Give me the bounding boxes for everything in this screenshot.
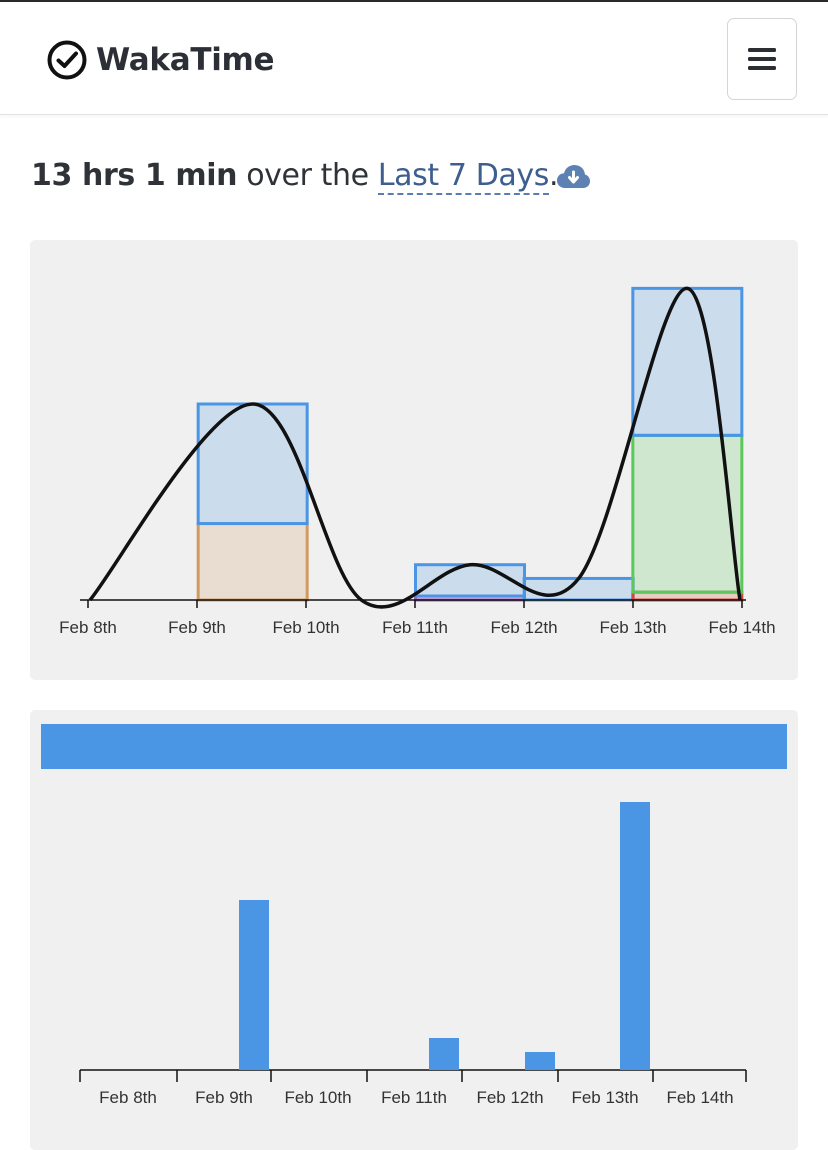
top-navbar: WakaTime: [0, 0, 828, 115]
date-range-link[interactable]: Last 7 Days: [377, 158, 549, 195]
summary-period: .: [548, 158, 559, 193]
x-tick-label-feb-10th: Feb 10th: [272, 618, 339, 637]
bar-feb-13th: [620, 802, 650, 1070]
stack-segment-feb-13th-2: [631, 286, 744, 437]
stacked-activity-chart-svg: Feb 8th Feb 9th Feb 10th Feb 11th Feb 12th Fe…: [59, 286, 776, 637]
stack-segment-feb-9th-0: [196, 522, 309, 602]
brand-logo[interactable]: WakaTime: [47, 40, 275, 80]
stack-segment-feb-12th-0: [522, 576, 635, 602]
menu-button[interactable]: [727, 18, 797, 100]
hamburger-icon: [748, 48, 776, 70]
x-tick-label-feb-9th: Feb 9th: [168, 618, 226, 637]
x-tick-label-feb-13th: Feb 13th: [571, 1088, 638, 1107]
x-tick-label-feb-10th: Feb 10th: [284, 1088, 351, 1107]
bar-feb-9th: [239, 900, 269, 1070]
x-tick-label-feb-12th: Feb 12th: [476, 1088, 543, 1107]
x-tick-label-feb-13th: Feb 13th: [599, 618, 666, 637]
x-tick-label-feb-11th: Feb 11th: [381, 1088, 447, 1107]
wakatime-check-icon: [47, 40, 87, 80]
activity-curve-line: [88, 286, 742, 609]
x-tick-label-feb-9th: Feb 9th: [195, 1088, 253, 1107]
stacked-activity-chart: Feb 8th Feb 9th Feb 10th Feb 11th Feb 12th Fe…: [30, 240, 798, 680]
summary-connector: over the: [246, 158, 369, 193]
legend-bar[interactable]: [41, 724, 787, 769]
app-name: WakaTime: [96, 42, 275, 78]
daily-bar-chart: Feb 8th Feb 9th Feb 10th Feb 11th Feb 12th Fe…: [30, 710, 798, 1150]
stack-segment-feb-11th-1: [414, 563, 526, 598]
x-tick-label-feb-14th: Feb 14th: [708, 618, 775, 637]
bar-feb-11th: [429, 1038, 459, 1070]
stack-segment-feb-9th-1: [196, 402, 309, 526]
total-time: 13 hrs 1 min: [31, 158, 238, 193]
x-tick-label-feb-12th: Feb 12th: [490, 618, 557, 637]
time-summary: 13 hrs 1 min over the Last 7 Days.: [31, 158, 559, 195]
daily-bar-chart-svg: Feb 8th Feb 9th Feb 10th Feb 11th Feb 12th Fe…: [79, 802, 747, 1107]
bar-feb-12th: [525, 1052, 555, 1070]
x-tick-label-feb-11th: Feb 11th: [382, 618, 448, 637]
x-tick-label-feb-8th: Feb 8th: [59, 618, 117, 637]
cloud-download-icon[interactable]: [557, 164, 590, 190]
x-tick-label-feb-14th: Feb 14th: [666, 1088, 733, 1107]
x-tick-label-feb-8th: Feb 8th: [99, 1088, 157, 1107]
